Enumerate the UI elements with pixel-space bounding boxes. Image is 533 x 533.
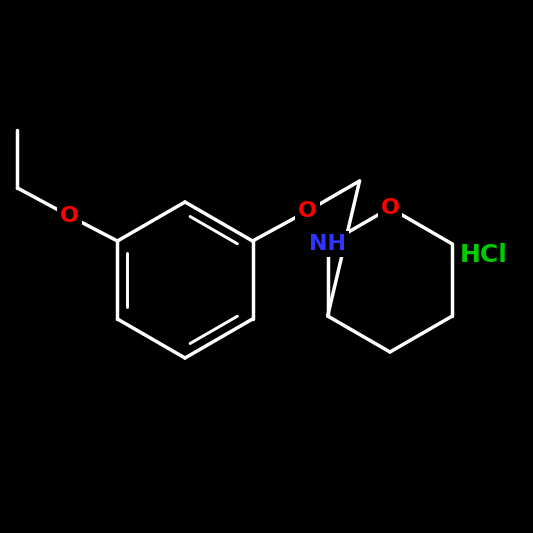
Text: O: O (60, 206, 79, 226)
Text: HCl: HCl (460, 243, 508, 267)
Text: O: O (381, 198, 400, 218)
Text: O: O (298, 201, 317, 221)
Text: NH: NH (309, 234, 346, 254)
